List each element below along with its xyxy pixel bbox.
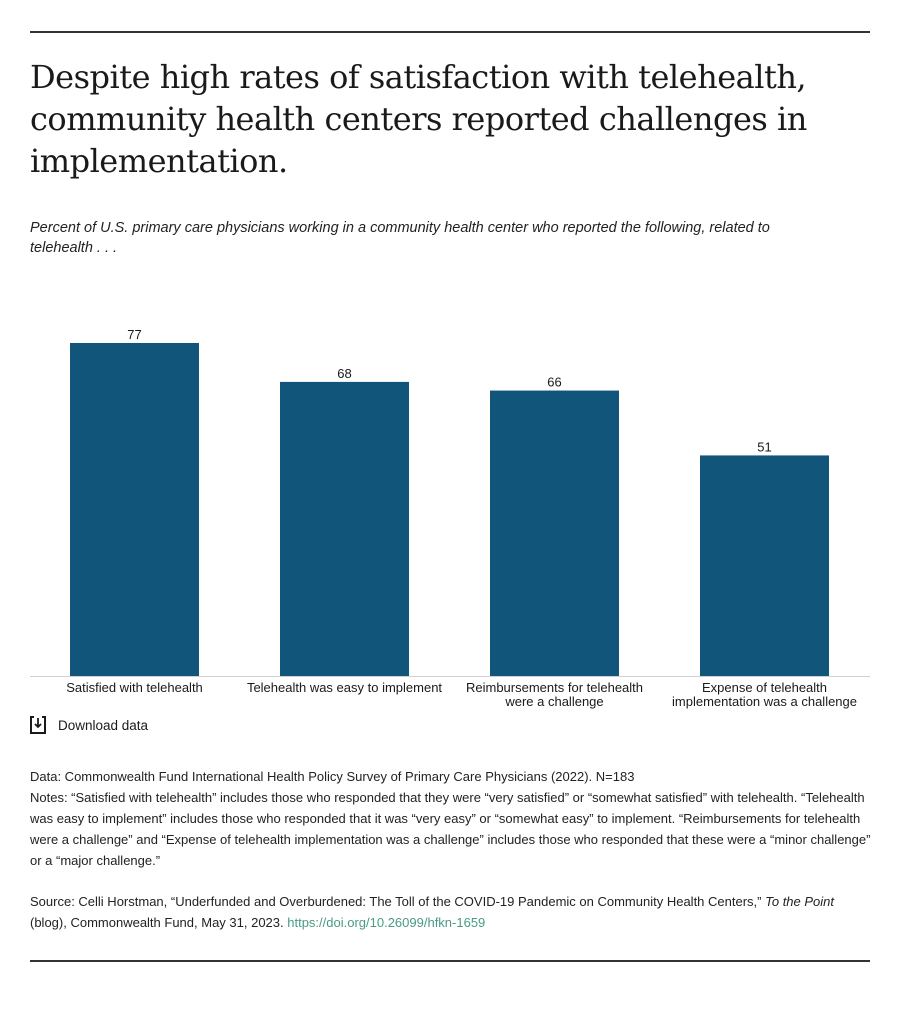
- category-label: Satisfied with telehealth: [66, 680, 203, 695]
- notes: Data: Commonwealth Fund International He…: [30, 766, 880, 871]
- source: Source: Celli Horstman, “Underfunded and…: [30, 891, 870, 933]
- bar: [490, 390, 619, 676]
- data-label: 77: [127, 327, 141, 342]
- category-label: implementation was a challenge: [672, 694, 857, 709]
- data-label: 68: [337, 366, 351, 381]
- bar: [700, 455, 829, 676]
- category-label: were a challenge: [504, 694, 603, 709]
- notes-text: Notes: “Satisfied with telehealth” inclu…: [30, 790, 871, 868]
- category-label: Telehealth was easy to implement: [247, 680, 442, 695]
- top-rule: [30, 31, 870, 33]
- download-data-button[interactable]: Download data: [30, 716, 148, 734]
- bottom-rule: [30, 960, 870, 962]
- data-note: Data: Commonwealth Fund International He…: [30, 769, 635, 784]
- chart-title: Despite high rates of satisfaction with …: [30, 58, 807, 180]
- category-label: Reimbursements for telehealth: [466, 680, 643, 695]
- download-icon: [30, 716, 46, 734]
- download-label: Download data: [58, 717, 149, 733]
- source-suffix: (blog), Commonwealth Fund, May 31, 2023.: [30, 915, 288, 930]
- source-italic: To the Point: [765, 894, 835, 909]
- bar-chart: 77 Satisfied with telehealth 68 Telehealth …: [30, 327, 870, 709]
- chart-subtitle: Percent of U.S. primary care physicians …: [30, 220, 770, 256]
- source-link[interactable]: https://doi.org/10.26099/hfkn-1659: [287, 915, 486, 930]
- data-label: 66: [547, 375, 561, 390]
- bar: [280, 381, 409, 676]
- category-label: Expense of telehealth: [702, 680, 827, 695]
- source-prefix: Source: Celli Horstman, “Underfunded and…: [30, 894, 766, 909]
- bar: [70, 342, 199, 676]
- data-label: 51: [757, 439, 771, 454]
